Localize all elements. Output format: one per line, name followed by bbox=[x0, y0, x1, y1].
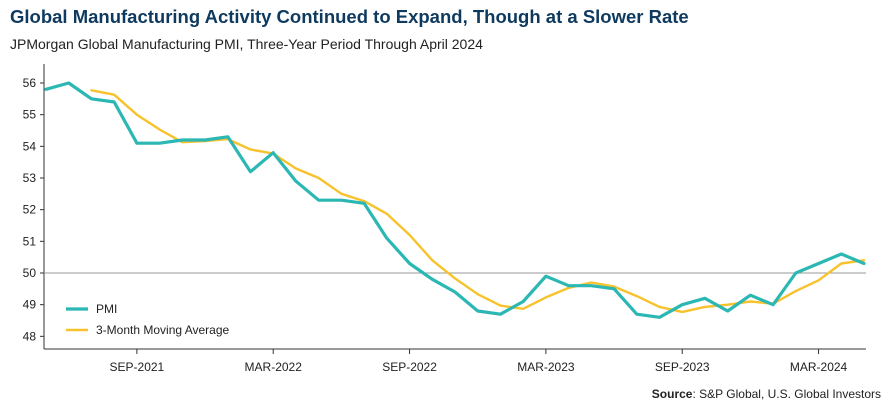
y-tick-label: 56 bbox=[23, 76, 37, 90]
source-text: : S&P Global, U.S. Global Investors bbox=[692, 387, 881, 401]
pmi-series-line bbox=[44, 81, 866, 319]
y-tick-label: 52 bbox=[23, 203, 37, 217]
source-note: Source: S&P Global, U.S. Global Investor… bbox=[652, 387, 881, 401]
x-tick-label: SEP-2021 bbox=[110, 360, 165, 374]
legend-label: PMI bbox=[96, 302, 117, 316]
y-tick-label: 49 bbox=[23, 298, 37, 312]
x-tick-label: MAR-2023 bbox=[517, 360, 575, 374]
series-layer bbox=[44, 81, 866, 319]
chart-title: Global Manufacturing Activity Continued … bbox=[10, 6, 689, 27]
y-axis: 48 49 50 51 52 53 54 55 56 bbox=[23, 64, 45, 349]
y-tick-label: 53 bbox=[23, 171, 37, 185]
y-tick-label: 48 bbox=[23, 329, 37, 343]
x-tick-label: MAR-2024 bbox=[790, 360, 848, 374]
y-tick-label: 55 bbox=[23, 108, 37, 122]
y-tick-label: 50 bbox=[23, 266, 37, 280]
x-tick-label: SEP-2022 bbox=[382, 360, 437, 374]
x-tick-label: SEP-2023 bbox=[655, 360, 710, 374]
y-tick-label: 51 bbox=[23, 234, 37, 248]
x-tick-label: MAR-2022 bbox=[245, 360, 303, 374]
chart-legend: PMI 3-Month Moving Average bbox=[66, 302, 230, 337]
moving-average-series-line bbox=[90, 89, 866, 314]
source-label: Source bbox=[651, 387, 693, 401]
chart-subtitle: JPMorgan Global Manufacturing PMI, Three… bbox=[10, 36, 483, 52]
legend-label: 3-Month Moving Average bbox=[96, 323, 230, 337]
x-axis: SEP-2021 MAR-2022 SEP-2022 MAR-2023 SEP-2023… bbox=[44, 348, 866, 374]
y-tick-label: 54 bbox=[23, 139, 37, 153]
